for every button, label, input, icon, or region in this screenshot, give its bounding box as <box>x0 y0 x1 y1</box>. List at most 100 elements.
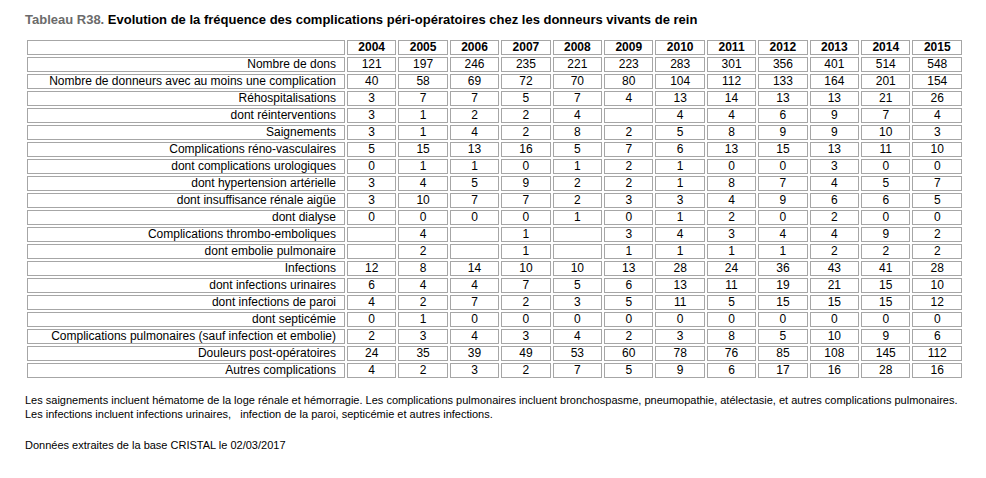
table-cell: 70 <box>553 74 602 89</box>
table-cell: 0 <box>501 210 550 225</box>
table-cell: 26 <box>912 91 962 106</box>
table-cell: 201 <box>861 74 910 89</box>
table-cell <box>450 227 499 242</box>
table-cell <box>450 244 499 259</box>
table-cell: 0 <box>758 159 807 174</box>
table-cell: 16 <box>810 363 859 378</box>
table-cell: 7 <box>912 176 962 191</box>
table-cell: 3 <box>501 329 550 344</box>
table-cell: 4 <box>604 91 653 106</box>
table-cell: 2 <box>810 210 859 225</box>
table-cell: 3 <box>347 108 396 123</box>
row-label: Saignements <box>27 125 345 140</box>
table-cell: 13 <box>655 278 704 293</box>
year-column-header: 2012 <box>758 40 807 55</box>
table-cell: 11 <box>655 295 704 310</box>
table-row: dont dialyse000010120200 <box>27 210 962 225</box>
table-cell: 28 <box>655 261 704 276</box>
table-cell: 13 <box>604 261 653 276</box>
table-cell: 2 <box>604 329 653 344</box>
table-cell: 3 <box>347 125 396 140</box>
table-cell: 7 <box>450 295 499 310</box>
table-row: dont réinterventions31224446974 <box>27 108 962 123</box>
table-cell: 0 <box>912 312 962 327</box>
table-cell: 15 <box>861 278 910 293</box>
table-cell: 283 <box>655 57 704 72</box>
row-label: dont complications urologiques <box>27 159 345 174</box>
table-cell: 15 <box>861 295 910 310</box>
table-cell: 5 <box>501 91 550 106</box>
table-cell: 5 <box>912 193 962 208</box>
table-row: Douleurs post-opératoires243539495360787… <box>27 346 962 361</box>
row-label: dont infections urinaires <box>27 278 345 293</box>
table-row: Autres complications4232759617162816 <box>27 363 962 378</box>
corner-cell <box>27 40 345 55</box>
table-cell: 4 <box>655 227 704 242</box>
table-row: dont septicémie010000000000 <box>27 312 962 327</box>
table-cell: 8 <box>707 329 756 344</box>
table-cell: 0 <box>450 210 499 225</box>
table-cell: 4 <box>398 227 447 242</box>
table-cell: 15 <box>810 295 859 310</box>
table-cell: 1 <box>450 159 499 174</box>
table-cell: 80 <box>604 74 653 89</box>
table-row: Nombre de donneurs avec au moins une com… <box>27 74 962 89</box>
table-cell: 4 <box>912 108 962 123</box>
table-cell: 72 <box>501 74 550 89</box>
table-cell: 2 <box>810 244 859 259</box>
table-cell: 221 <box>553 57 602 72</box>
table-cell: 0 <box>861 159 910 174</box>
table-cell: 4 <box>398 278 447 293</box>
table-cell: 0 <box>912 159 962 174</box>
row-label: Autres complications <box>27 363 345 378</box>
table-cell: 0 <box>604 312 653 327</box>
table-cell: 2 <box>501 363 550 378</box>
year-column-header: 2004 <box>347 40 396 55</box>
table-cell: 1 <box>553 210 602 225</box>
table-cell: 133 <box>758 74 807 89</box>
table-cell: 2 <box>604 159 653 174</box>
table-cell: 9 <box>810 125 859 140</box>
row-label: dont septicémie <box>27 312 345 327</box>
table-cell: 3 <box>655 329 704 344</box>
table-cell: 5 <box>347 142 396 157</box>
page-title: Tableau R38. Evolution de la fréquence d… <box>25 12 962 28</box>
table-cell: 223 <box>604 57 653 72</box>
table-cell: 4 <box>450 125 499 140</box>
table-cell: 4 <box>810 176 859 191</box>
table-cell: 10 <box>398 193 447 208</box>
table-cell: 1 <box>398 108 447 123</box>
table-cell: 1 <box>655 176 704 191</box>
table-cell <box>604 108 653 123</box>
table-cell: 2 <box>501 125 550 140</box>
year-column-header: 2006 <box>450 40 499 55</box>
table-cell: 19 <box>758 278 807 293</box>
table-cell: 3 <box>810 159 859 174</box>
table-cell: 7 <box>501 193 550 208</box>
table-cell: 21 <box>861 91 910 106</box>
table-cell: 164 <box>810 74 859 89</box>
table-row: Complications pulmonaires (sauf infectio… <box>27 329 962 344</box>
table-cell: 121 <box>347 57 396 72</box>
year-column-header: 2008 <box>553 40 602 55</box>
table-cell: 6 <box>861 193 910 208</box>
table-cell: 36 <box>758 261 807 276</box>
table-cell: 4 <box>707 193 756 208</box>
table-cell: 1 <box>553 159 602 174</box>
table-cell: 7 <box>450 193 499 208</box>
table-cell: 7 <box>604 142 653 157</box>
table-cell: 4 <box>758 227 807 242</box>
table-cell: 14 <box>450 261 499 276</box>
table-cell: 60 <box>604 346 653 361</box>
table-cell: 104 <box>655 74 704 89</box>
table-cell: 4 <box>450 278 499 293</box>
table-cell: 43 <box>810 261 859 276</box>
table-cell: 5 <box>604 363 653 378</box>
table-cell: 9 <box>655 363 704 378</box>
table-cell: 2 <box>707 210 756 225</box>
table-cell: 197 <box>398 57 447 72</box>
table-row: dont complications urologiques0110121003… <box>27 159 962 174</box>
table-cell <box>347 227 396 242</box>
table-cell: 9 <box>501 176 550 191</box>
table-cell: 24 <box>347 346 396 361</box>
